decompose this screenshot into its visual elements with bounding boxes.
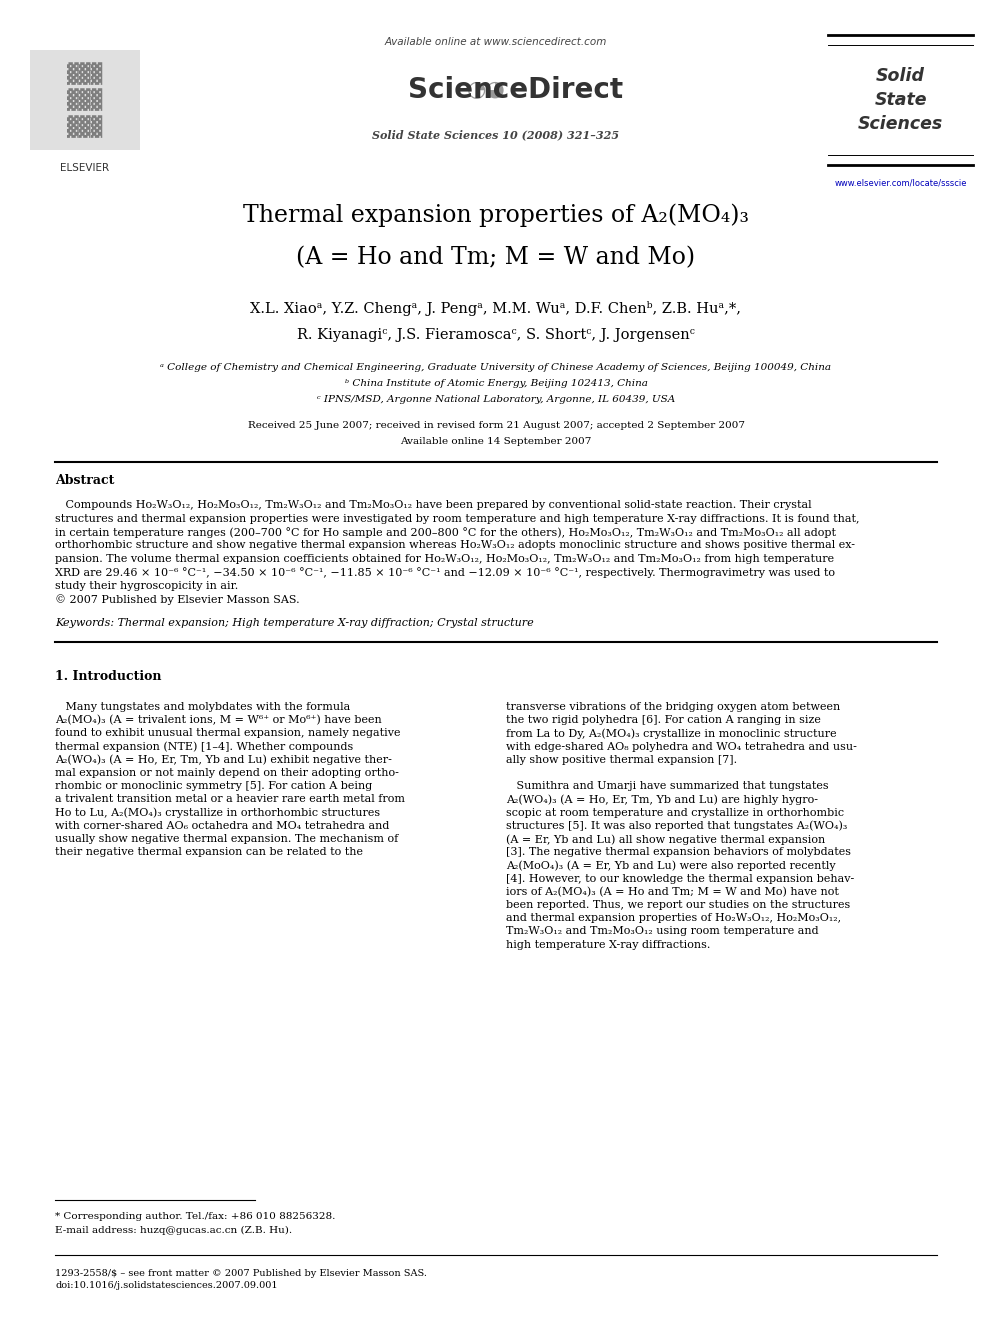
Text: A₂(MoO₄)₃ (A = Er, Yb and Lu) were also reported recently: A₂(MoO₄)₃ (A = Er, Yb and Lu) were also … [506, 860, 835, 871]
Text: © 2007 Published by Elsevier Masson SAS.: © 2007 Published by Elsevier Masson SAS. [55, 594, 300, 606]
Text: Received 25 June 2007; received in revised form 21 August 2007; accepted 2 Septe: Received 25 June 2007; received in revis… [247, 421, 745, 430]
Text: 1293-2558/$ – see front matter © 2007 Published by Elsevier Masson SAS.: 1293-2558/$ – see front matter © 2007 Pu… [55, 1269, 427, 1278]
Text: ELSEVIER: ELSEVIER [61, 163, 109, 173]
Text: structures and thermal expansion properties were investigated by room temperatur: structures and thermal expansion propert… [55, 513, 859, 524]
Text: XRD are 29.46 × 10⁻⁶ °C⁻¹, −34.50 × 10⁻⁶ °C⁻¹, −11.85 × 10⁻⁶ °C⁻¹ and −12.09 × 1: XRD are 29.46 × 10⁻⁶ °C⁻¹, −34.50 × 10⁻⁶… [55, 568, 835, 578]
Text: Available online at www.sciencedirect.com: Available online at www.sciencedirect.co… [385, 37, 607, 48]
Text: Keywords: Thermal expansion; High temperature X-ray diffraction; Crystal structu: Keywords: Thermal expansion; High temper… [55, 618, 534, 628]
Text: usually show negative thermal expansion. The mechanism of: usually show negative thermal expansion.… [55, 833, 398, 844]
Text: and thermal expansion properties of Ho₂W₃O₁₂, Ho₂Mo₃O₁₂,: and thermal expansion properties of Ho₂W… [506, 913, 841, 923]
Text: Solid
State
Sciences: Solid State Sciences [858, 67, 943, 132]
Text: from La to Dy, A₂(MO₄)₃ crystallize in monoclinic structure: from La to Dy, A₂(MO₄)₃ crystallize in m… [506, 729, 836, 740]
Text: Thermal expansion properties of A₂(MO₄)₃: Thermal expansion properties of A₂(MO₄)₃ [243, 204, 749, 226]
Text: Ho to Lu, A₂(MO₄)₃ crystallize in orthorhombic structures: Ho to Lu, A₂(MO₄)₃ crystallize in orthor… [55, 807, 380, 818]
Text: pansion. The volume thermal expansion coefficients obtained for Ho₂W₃O₁₂, Ho₂Mo₃: pansion. The volume thermal expansion co… [55, 554, 834, 564]
Text: [3]. The negative thermal expansion behaviors of molybdates: [3]. The negative thermal expansion beha… [506, 847, 851, 857]
Text: orthorhombic structure and show negative thermal expansion whereas Ho₂W₃O₁₂ adop: orthorhombic structure and show negative… [55, 541, 855, 550]
Text: structures [5]. It was also reported that tungstates A₂(WO₄)₃: structures [5]. It was also reported tha… [506, 820, 847, 831]
Text: ScienceDirect: ScienceDirect [409, 75, 624, 105]
Text: scopic at room temperature and crystallize in orthorhombic: scopic at room temperature and crystalli… [506, 807, 844, 818]
Text: A₂(MO₄)₃ (A = trivalent ions, M = W⁶⁺ or Mo⁶⁺) have been: A₂(MO₄)₃ (A = trivalent ions, M = W⁶⁺ or… [55, 716, 382, 725]
Text: ᵃ College of Chemistry and Chemical Engineering, Graduate University of Chinese : ᵃ College of Chemistry and Chemical Engi… [161, 364, 831, 373]
Text: ᵇ China Institute of Atomic Energy, Beijing 102413, China: ᵇ China Institute of Atomic Energy, Beij… [344, 380, 648, 389]
Text: 1. Introduction: 1. Introduction [55, 671, 162, 684]
Text: a trivalent transition metal or a heavier rare earth metal from: a trivalent transition metal or a heavie… [55, 794, 405, 804]
Text: A₂(WO₄)₃ (A = Ho, Er, Tm, Yb and Lu) are highly hygro-: A₂(WO₄)₃ (A = Ho, Er, Tm, Yb and Lu) are… [506, 794, 818, 804]
Text: A₂(WO₄)₃ (A = Ho, Er, Tm, Yb and Lu) exhibit negative ther-: A₂(WO₄)₃ (A = Ho, Er, Tm, Yb and Lu) exh… [55, 755, 392, 766]
Text: in certain temperature ranges (200–700 °C for Ho sample and 200–800 °C for the o: in certain temperature ranges (200–700 °… [55, 527, 836, 538]
Text: Many tungstates and molybdates with the formula: Many tungstates and molybdates with the … [55, 703, 350, 712]
Text: study their hygroscopicity in air.: study their hygroscopicity in air. [55, 581, 238, 591]
Text: E-mail address: huzq@gucas.ac.cn (Z.B. Hu).: E-mail address: huzq@gucas.ac.cn (Z.B. H… [55, 1226, 292, 1236]
Text: doi:10.1016/j.solidstatesciences.2007.09.001: doi:10.1016/j.solidstatesciences.2007.09… [55, 1281, 278, 1290]
Text: thermal expansion (NTE) [1–4]. Whether compounds: thermal expansion (NTE) [1–4]. Whether c… [55, 742, 353, 753]
Text: ally show positive thermal expansion [7].: ally show positive thermal expansion [7]… [506, 755, 737, 765]
Text: with corner-shared AO₆ octahedra and MO₄ tetrahedra and: with corner-shared AO₆ octahedra and MO₄… [55, 820, 390, 831]
Text: Sumithra and Umarji have summarized that tungstates: Sumithra and Umarji have summarized that… [506, 781, 828, 791]
Bar [30, 50, 140, 149]
Text: Solid State Sciences 10 (2008) 321–325: Solid State Sciences 10 (2008) 321–325 [372, 130, 620, 140]
Text: found to exhibit unusual thermal expansion, namely negative: found to exhibit unusual thermal expansi… [55, 729, 401, 738]
Text: * Corresponding author. Tel./fax: +86 010 88256328.: * Corresponding author. Tel./fax: +86 01… [55, 1212, 335, 1221]
Text: (A = Ho and Tm; M = W and Mo): (A = Ho and Tm; M = W and Mo) [297, 246, 695, 270]
Text: ᶜ IPNS/MSD, Argonne National Laboratory, Argonne, IL 60439, USA: ᶜ IPNS/MSD, Argonne National Laboratory,… [316, 396, 676, 405]
Text: ▓▓▓
▓▓▓
▓▓▓: ▓▓▓ ▓▓▓ ▓▓▓ [67, 62, 102, 138]
Text: Abstract: Abstract [55, 474, 114, 487]
Text: their negative thermal expansion can be related to the: their negative thermal expansion can be … [55, 847, 363, 857]
Text: Tm₂W₃O₁₂ and Tm₂Mo₃O₁₂ using room temperature and: Tm₂W₃O₁₂ and Tm₂Mo₃O₁₂ using room temper… [506, 926, 818, 937]
Text: been reported. Thus, we report our studies on the structures: been reported. Thus, we report our studi… [506, 900, 850, 910]
Text: ◔◕: ◔◕ [466, 79, 505, 101]
Text: rhombic or monoclinic symmetry [5]. For cation A being: rhombic or monoclinic symmetry [5]. For … [55, 781, 372, 791]
Text: Compounds Ho₂W₃O₁₂, Ho₂Mo₃O₁₂, Tm₂W₃O₁₂ and Tm₂Mo₃O₁₂ have been prepared by conv: Compounds Ho₂W₃O₁₂, Ho₂Mo₃O₁₂, Tm₂W₃O₁₂ … [55, 500, 811, 509]
Text: transverse vibrations of the bridging oxygen atom between: transverse vibrations of the bridging ox… [506, 703, 840, 712]
Text: R. Kiyanagiᶜ, J.S. Fieramoscaᶜ, S. Shortᶜ, J. Jorgensenᶜ: R. Kiyanagiᶜ, J.S. Fieramoscaᶜ, S. Short… [297, 328, 695, 343]
Text: Available online 14 September 2007: Available online 14 September 2007 [401, 438, 591, 446]
Text: iors of A₂(MO₄)₃ (A = Ho and Tm; M = W and Mo) have not: iors of A₂(MO₄)₃ (A = Ho and Tm; M = W a… [506, 886, 839, 897]
Text: with edge-shared AO₈ polyhedra and WO₄ tetrahedra and usu-: with edge-shared AO₈ polyhedra and WO₄ t… [506, 742, 857, 751]
Text: X.L. Xiaoᵃ, Y.Z. Chengᵃ, J. Pengᵃ, M.M. Wuᵃ, D.F. Chenᵇ, Z.B. Huᵃ,*,: X.L. Xiaoᵃ, Y.Z. Chengᵃ, J. Pengᵃ, M.M. … [251, 300, 741, 315]
Text: www.elsevier.com/locate/ssscie: www.elsevier.com/locate/ssscie [834, 179, 967, 188]
Text: [4]. However, to our knowledge the thermal expansion behav-: [4]. However, to our knowledge the therm… [506, 873, 854, 884]
Text: mal expansion or not mainly depend on their adopting ortho-: mal expansion or not mainly depend on th… [55, 767, 399, 778]
Text: high temperature X-ray diffractions.: high temperature X-ray diffractions. [506, 939, 710, 950]
Text: the two rigid polyhedra [6]. For cation A ranging in size: the two rigid polyhedra [6]. For cation … [506, 716, 820, 725]
Text: (A = Er, Yb and Lu) all show negative thermal expansion: (A = Er, Yb and Lu) all show negative th… [506, 833, 825, 844]
